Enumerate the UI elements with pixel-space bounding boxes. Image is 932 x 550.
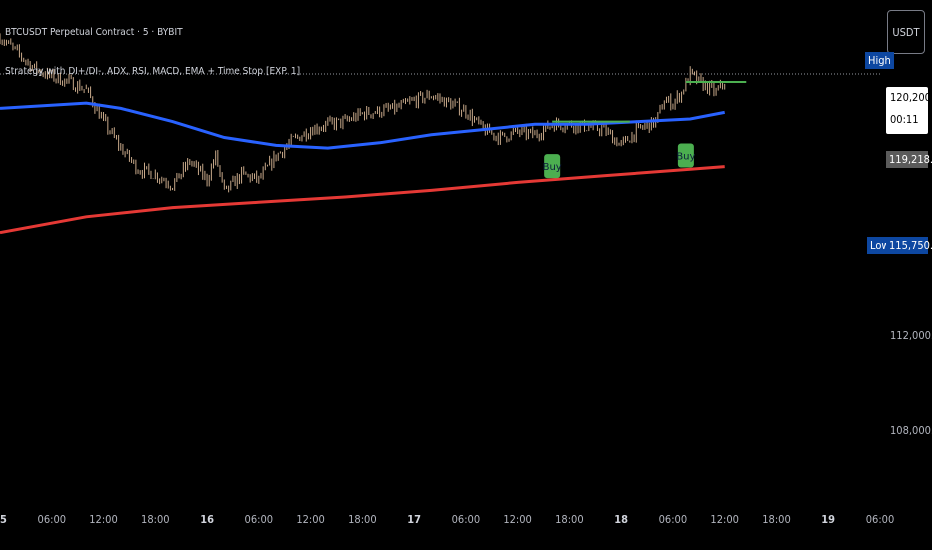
x-tick-8: 17	[407, 513, 421, 526]
currency-button[interactable]: USDT	[887, 10, 925, 54]
x-tick-1: 06:00	[37, 513, 67, 526]
x-tick-2: 12:00	[89, 513, 118, 526]
candlestick-series	[0, 33, 726, 193]
x-tick-6: 12:00	[296, 513, 325, 526]
marker-layer[interactable]: Buy Buy	[543, 80, 747, 179]
x-tick-17: 06:00	[865, 513, 895, 526]
y-tick-108000: 108,000.0	[890, 424, 932, 437]
x-tick-16: 19	[821, 513, 836, 526]
buy-marker-box[interactable]	[544, 154, 561, 179]
x-tick-7: 18:00	[348, 513, 377, 526]
strategy-title[interactable]: Strategy with DI+/DI-, ADX, RSI, MACD, E…	[5, 66, 301, 77]
ema-fast-line	[0, 101, 725, 150]
buy-marker-2[interactable]: Buy	[676, 143, 696, 168]
x-tick-11: 18:00	[555, 513, 584, 526]
current-price-value: 120,200.2	[890, 91, 932, 104]
bar-countdown: 00:11	[890, 113, 919, 126]
x-tick-15: 18:00	[762, 513, 791, 526]
y-tick-112000: 112,000.0	[890, 329, 932, 342]
symbol-title[interactable]: BTCUSDT Perpetual Contract · 5 · BYBIT	[5, 27, 183, 38]
low-price-tag: 115,750.0	[886, 237, 932, 254]
series-layer	[0, 33, 726, 235]
buy-marker-1[interactable]: Buy	[543, 154, 562, 179]
buy-marker-label: Buy	[676, 152, 695, 163]
x-tick-5: 06:00	[244, 513, 274, 526]
x-tick-4: 16	[200, 513, 214, 526]
x-tick-3: 18:00	[141, 513, 170, 526]
x-tick-12: 18	[614, 513, 629, 526]
current-price-box: 120,200.2 00:11	[886, 87, 932, 134]
high-label: High	[865, 52, 894, 69]
x-tick-10: 12:00	[503, 513, 532, 526]
x-tick-14: 12:00	[710, 513, 739, 526]
buy-marker-label: Buy	[543, 162, 562, 173]
ema-price-tag: 119,218.7	[886, 151, 932, 168]
buy-marker-box[interactable]	[677, 143, 694, 168]
x-tick-13: 06:00	[658, 513, 688, 526]
ema-slow-line	[0, 165, 725, 235]
x-tick-0: 15	[0, 513, 7, 526]
x-tick-9: 06:00	[451, 513, 481, 526]
